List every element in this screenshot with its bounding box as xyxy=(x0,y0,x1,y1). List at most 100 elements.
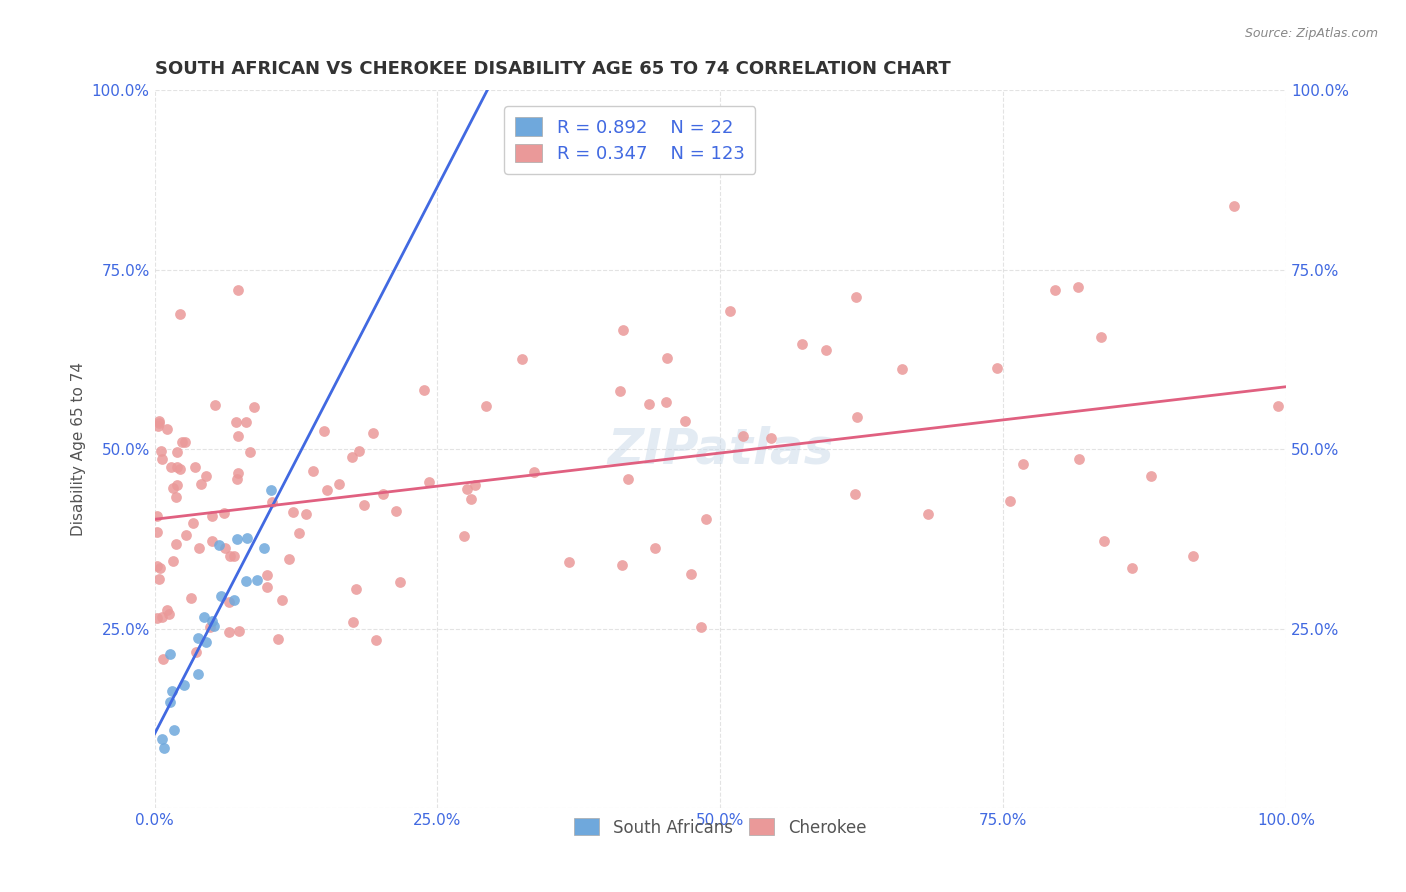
Point xyxy=(814,343,837,357)
Point xyxy=(342,450,364,464)
Point xyxy=(644,541,666,555)
Point xyxy=(169,462,191,476)
Point xyxy=(181,516,204,530)
Point xyxy=(733,429,755,443)
Point xyxy=(302,464,325,478)
Point xyxy=(190,476,212,491)
Point xyxy=(464,477,486,491)
Point xyxy=(165,537,187,551)
Point xyxy=(260,483,283,498)
Point xyxy=(146,524,169,539)
Point xyxy=(169,307,191,321)
Point xyxy=(998,493,1021,508)
Point xyxy=(156,603,179,617)
Point xyxy=(846,410,869,425)
Point xyxy=(761,431,783,445)
Point xyxy=(152,651,174,665)
Point xyxy=(209,589,232,603)
Point xyxy=(347,444,370,458)
Point xyxy=(239,444,262,458)
Point xyxy=(385,504,408,518)
Point xyxy=(184,460,207,475)
Point xyxy=(690,620,713,634)
Point xyxy=(195,469,218,483)
Point xyxy=(256,581,278,595)
Point xyxy=(1012,457,1035,471)
Point xyxy=(412,383,434,397)
Point xyxy=(148,418,170,433)
Point xyxy=(638,397,661,411)
Point xyxy=(165,490,187,504)
Point xyxy=(153,741,176,756)
Point xyxy=(224,549,246,563)
Point xyxy=(654,395,676,409)
Point xyxy=(456,482,478,496)
Point xyxy=(792,337,814,351)
Point xyxy=(364,632,387,647)
Point xyxy=(148,414,170,428)
Point xyxy=(344,582,367,597)
Point xyxy=(201,509,224,524)
Point xyxy=(212,506,235,520)
Point xyxy=(844,487,866,501)
Point xyxy=(166,459,188,474)
Point xyxy=(609,384,631,399)
Point xyxy=(198,620,221,634)
Point xyxy=(146,559,169,574)
Point xyxy=(146,611,169,625)
Point xyxy=(202,618,225,632)
Point xyxy=(1223,199,1246,213)
Text: Source: ZipAtlas.com: Source: ZipAtlas.com xyxy=(1244,27,1378,40)
Point xyxy=(673,414,696,428)
Point xyxy=(150,731,173,746)
Point xyxy=(187,541,209,556)
Point xyxy=(201,614,224,628)
Point xyxy=(460,491,482,506)
Point xyxy=(246,574,269,588)
Point xyxy=(558,555,581,569)
Point xyxy=(150,452,173,467)
Point xyxy=(226,472,249,486)
Point xyxy=(218,624,240,639)
Point xyxy=(314,424,336,438)
Point xyxy=(228,624,250,639)
Point xyxy=(1140,468,1163,483)
Point xyxy=(225,415,247,429)
Point xyxy=(162,723,184,737)
Point xyxy=(173,677,195,691)
Point xyxy=(1067,280,1090,294)
Point xyxy=(453,529,475,543)
Point xyxy=(262,495,284,509)
Point xyxy=(201,533,224,548)
Point xyxy=(256,567,278,582)
Point xyxy=(173,435,195,450)
Point xyxy=(612,558,634,572)
Point xyxy=(226,533,249,547)
Point xyxy=(361,425,384,440)
Point xyxy=(657,351,679,365)
Point xyxy=(162,554,184,568)
Point xyxy=(695,511,717,525)
Point xyxy=(218,595,240,609)
Point xyxy=(162,481,184,495)
Point xyxy=(226,428,249,442)
Point xyxy=(475,399,498,413)
Point xyxy=(149,561,172,575)
Point xyxy=(1043,284,1066,298)
Point xyxy=(174,528,197,542)
Point xyxy=(159,695,181,709)
Point xyxy=(194,635,217,649)
Point xyxy=(1092,534,1115,549)
Point xyxy=(146,508,169,523)
Point xyxy=(288,525,311,540)
Point xyxy=(243,400,266,414)
Point xyxy=(148,572,170,586)
Point xyxy=(204,398,226,412)
Text: SOUTH AFRICAN VS CHEROKEE DISABILITY AGE 65 TO 74 CORRELATION CHART: SOUTH AFRICAN VS CHEROKEE DISABILITY AGE… xyxy=(155,60,950,78)
Point xyxy=(157,607,180,621)
Point xyxy=(219,549,242,563)
Point xyxy=(222,593,245,607)
Point xyxy=(371,487,394,501)
Point xyxy=(186,645,208,659)
Point xyxy=(166,478,188,492)
